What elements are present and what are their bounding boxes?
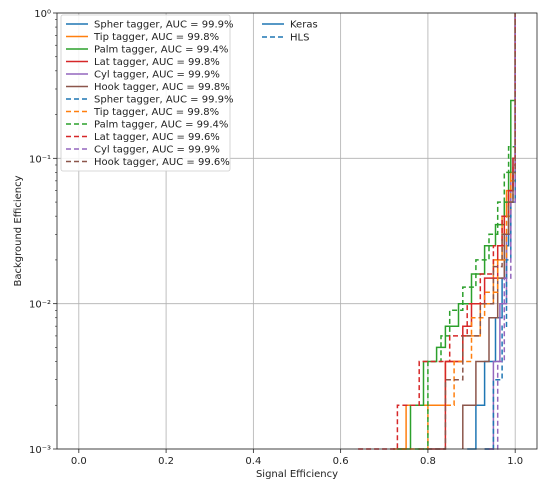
- legend-entry: Tip tagger, AUC = 99.8%: [93, 107, 219, 118]
- legend-entry: Hook tagger, AUC = 99.8%: [94, 82, 230, 93]
- legend-entry: Spher tagger, AUC = 99.9%: [94, 20, 234, 31]
- legend-entry: Tip tagger, AUC = 99.8%: [93, 32, 219, 43]
- series-line-10: [489, 13, 516, 450]
- legend-entry: Palm tagger, AUC = 99.4%: [94, 45, 228, 56]
- legend: Spher tagger, AUC = 99.9%Tip tagger, AUC…: [60, 14, 234, 172]
- legend-entry: Spher tagger, AUC = 99.9%: [94, 95, 234, 106]
- style-legend-entry: HLS: [290, 33, 309, 44]
- y-tick-label: 10⁻¹: [29, 154, 51, 165]
- style-legend-entry: Keras: [290, 20, 318, 31]
- y-axis-label: Background Efficiency: [13, 175, 24, 286]
- x-tick-label: 1.0: [507, 456, 523, 467]
- series-group: [358, 13, 516, 450]
- x-tick-label: 0.0: [71, 456, 87, 467]
- x-tick-label: 0.2: [158, 456, 174, 467]
- x-tick-label: 0.6: [333, 456, 349, 467]
- y-tick-label: 10⁻²: [29, 300, 51, 311]
- y-axis: 10⁻³ 10⁻² 10⁻¹ 10⁰: [29, 9, 57, 456]
- legend-entry: Hook tagger, AUC = 99.6%: [94, 157, 230, 168]
- series-line-9: [358, 13, 516, 450]
- axes-frame: [56, 12, 538, 450]
- legend-entry: Lat tagger, AUC = 99.8%: [94, 57, 220, 68]
- y-tick-label: 10⁰: [34, 9, 51, 20]
- series-line-11: [419, 13, 516, 450]
- legend-entry: Lat tagger, AUC = 99.6%: [94, 132, 220, 143]
- style-legend: Keras HLS: [262, 20, 318, 44]
- legend-entry: Palm tagger, AUC = 99.4%: [94, 120, 228, 131]
- legend-box: [60, 14, 231, 172]
- legend-entry: Cyl tagger, AUC = 99.9%: [94, 70, 220, 81]
- x-axis-label: Signal Efficiency: [256, 469, 338, 480]
- x-tick-label: 0.8: [420, 456, 436, 467]
- x-axis: 0.0 0.2 0.4 0.6 0.8 1.0: [71, 449, 523, 467]
- x-tick-label: 0.4: [245, 456, 261, 467]
- legend-entry: Cyl tagger, AUC = 99.9%: [94, 145, 220, 156]
- series-line-8: [414, 13, 516, 450]
- y-tick-label: 10⁻³: [29, 445, 51, 456]
